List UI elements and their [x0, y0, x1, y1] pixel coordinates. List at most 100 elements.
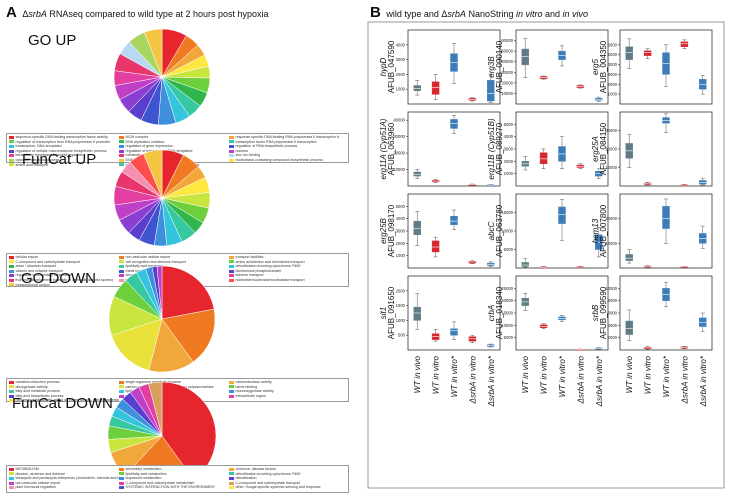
legend-swatch: [9, 385, 14, 389]
legend-item: single-organism metabolic process: [119, 380, 229, 385]
legend-label: SYSTEMIC INTERACTION WITH THE ENVIRONMEN…: [125, 485, 216, 490]
legend-item: cytosolic metabolic process: [9, 158, 119, 163]
legend-item: cellular import: [9, 255, 119, 260]
legend-swatch: [229, 144, 234, 148]
legend-item: nucleotide/nucleoside/nucleobase transpo…: [229, 278, 339, 283]
legend-swatch: [229, 149, 234, 153]
y-tick-label: 5000: [396, 204, 406, 209]
legend-swatch: [229, 389, 234, 393]
box: [450, 119, 458, 129]
legend-label: C-compound and carbohydrate transport: [15, 259, 81, 264]
gene-id-label: AFUB_004350: [599, 40, 608, 93]
legend-swatch: [9, 274, 14, 278]
legend-swatch: [229, 467, 234, 471]
funcat-up-label: FunCat UP: [22, 151, 97, 168]
legend-label: biochemical phosphotransfer: [235, 268, 282, 273]
legend-label: C-compound and carbohydrate metabolism: [125, 480, 195, 485]
legend-label: disease, virulence and defense: [15, 471, 66, 476]
y-tick-label: 3000: [608, 72, 618, 77]
y-tick-label: 8000: [608, 298, 618, 303]
legend-item: fruit body development (sexually or asex…: [9, 278, 119, 283]
legend-label: electron transport: [235, 273, 264, 278]
y-tick-label: 60000: [501, 38, 513, 43]
gene-id-label: AFUB_063780: [495, 204, 504, 257]
legend-label: isoprenoid metabolism: [125, 476, 162, 481]
legend-swatch: [9, 158, 14, 162]
gene-label: srbB: [591, 304, 600, 321]
x-label: WT in vivo: [625, 355, 634, 393]
legend-item: regulation of secondary metabolism: [9, 273, 119, 278]
boxplot-hypD: 1000 2000 3000 4000 hypD AFUB_047590: [379, 29, 501, 105]
legend-label: regulation of secondary metabolism: [15, 273, 73, 278]
y-tick-label: 15000: [501, 210, 513, 215]
gene-label: erg25A: [591, 136, 600, 162]
y-tick-label: 20000: [605, 147, 617, 152]
y-tick-label: 1000: [504, 171, 514, 176]
legend-swatch: [229, 394, 234, 398]
x-label: WT in vitro*: [662, 355, 671, 397]
plot-frame: [515, 275, 609, 351]
y-tick-label: 2000: [608, 82, 618, 87]
legend-item: C-compound and carbohydrate metabolism: [119, 481, 229, 486]
boxplot-hem13: 10000 20000 hem13 AFUB_007800: [591, 193, 713, 269]
pie-slice: [148, 381, 163, 437]
legend-label: other / fungal specific systemic sensing…: [235, 485, 321, 490]
legend-item: amino acid/amino acid derivatives transp…: [229, 260, 339, 265]
legend-item: transcription factor RNA polymerase II t…: [229, 140, 339, 145]
legend-item: SYSTEMIC INTERACTION WITH THE ENVIRONMEN…: [119, 485, 229, 490]
y-tick-label: 4000: [504, 134, 514, 139]
gene-label: abcC: [487, 221, 496, 240]
box: [413, 85, 421, 91]
legend-item: lipid/fatty acid metabolism: [119, 472, 229, 477]
x-label: ΔsrbA in vitro: [468, 355, 477, 404]
y-tick-label: 6000: [608, 311, 618, 316]
legend-item: tetracyclic and pentacyclic triterpenes …: [9, 476, 119, 481]
title-b-part3: NanoString: [465, 9, 516, 19]
legend-label: intracellular membrane-bounded organelle: [15, 153, 84, 158]
legend-item: vitamin and cofactor transport: [9, 269, 119, 274]
gene-label: erg25B: [379, 217, 388, 243]
boxplot-erg25B: 1000 2000 3000 4000 5000 erg25B AFUB_098170: [379, 193, 501, 269]
x-label: WT in vivo: [413, 355, 422, 393]
go-down-label: GO DOWN: [21, 270, 96, 287]
legend-label: lipid/fatty acid transport: [125, 264, 163, 269]
gene-label: erg11A (Cyp51A): [379, 118, 388, 179]
legend-label: fatty acid biosynthetic process: [15, 393, 64, 398]
legend-item: dioxygenase activity: [9, 385, 119, 390]
legend-swatch: [229, 476, 234, 480]
legend-swatch: [119, 264, 124, 268]
legend-label: single-organism metabolic process: [125, 380, 181, 384]
legend-item: lipid/fatty acid transport: [119, 264, 229, 269]
y-tick-label: 30000: [393, 134, 405, 139]
y-tick-label: 30000: [605, 128, 617, 133]
legend-swatch: [229, 255, 234, 259]
gene-id-label: AFUB_018340: [495, 286, 504, 339]
legend-swatch: [9, 154, 14, 158]
legend-label: transcription factor RNA polymerase II t…: [235, 139, 317, 144]
panel-b-title: B wild type and ΔsrbA NanoString in vitr…: [370, 4, 588, 21]
gene-id-label: AFUB_047590: [387, 40, 396, 93]
boxplot-srbB: 2000 4000 6000 8000 10000 srbB AFUB_099590: [591, 275, 713, 351]
legend-swatch: [229, 135, 234, 139]
legend-swatch: [119, 269, 124, 273]
legend-item: detoxification: [229, 476, 339, 481]
funcat-down-label: FunCat DOWN: [12, 395, 113, 412]
box: [680, 41, 689, 47]
legend-swatch: [119, 394, 124, 398]
legend-swatch: [9, 389, 14, 393]
legend-label: detoxification involving cytochrome P450: [235, 471, 301, 476]
boxplot-erg5: 1000 2000 3000 4000 5000 6000 erg5 AFUB_004350: [591, 29, 713, 105]
legend-swatch: [9, 269, 14, 273]
box: [625, 254, 633, 261]
legend-item: response specific DNA binding RNA polyme…: [229, 135, 339, 140]
y-tick-label: 5000: [608, 52, 618, 57]
y-tick-label: 4000: [608, 62, 618, 67]
gene-label: crbA: [487, 305, 496, 321]
y-tick-label: 40000: [501, 59, 513, 64]
legend-swatch: [9, 472, 14, 476]
gene-label: erg11B (Cyp51B): [487, 118, 496, 180]
legend-swatch: [119, 389, 124, 393]
legend-label: C-compound and carbohydrate transport: [235, 480, 301, 485]
y-tick-label: 20000: [605, 216, 617, 221]
title-b-part1: Δ: [441, 9, 448, 19]
